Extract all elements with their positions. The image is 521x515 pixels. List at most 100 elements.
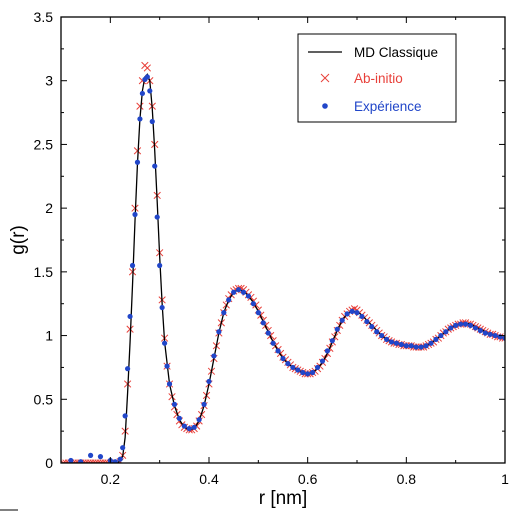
y-tick-label: 1.5 xyxy=(34,264,54,280)
experience-point xyxy=(453,322,459,328)
experience-point xyxy=(117,456,123,462)
experience-point xyxy=(384,336,390,342)
x-tick-label: 0.2 xyxy=(101,471,121,487)
experience-point xyxy=(364,318,370,325)
experience-point xyxy=(418,344,424,350)
experience-point xyxy=(134,159,141,165)
experience-point xyxy=(393,340,400,346)
y-tick-label: 1 xyxy=(45,328,53,344)
experience-point xyxy=(122,413,128,419)
experience-point xyxy=(164,363,170,369)
experience-point xyxy=(97,454,104,460)
experience-point xyxy=(467,322,474,328)
experience-point xyxy=(472,325,478,331)
experience-point xyxy=(324,348,330,354)
ab-initio-point xyxy=(143,64,151,72)
tick-layer: 0 0.5 1 1.5 2 2.5 3 3.5 0.2 0.4 0.6 0.8 1 xyxy=(34,9,510,487)
experience-point xyxy=(487,331,493,337)
experience-point xyxy=(144,74,150,80)
legend-experience-label: Expérience xyxy=(354,99,422,114)
experience-point xyxy=(374,329,380,335)
experience-point xyxy=(154,214,160,220)
experience-point xyxy=(157,262,163,269)
legend-ab-initio-swatch xyxy=(320,73,330,83)
experience-point xyxy=(245,293,252,299)
experience-point xyxy=(196,417,202,423)
experience-point xyxy=(295,367,301,373)
x-tick-label: 1 xyxy=(501,471,509,487)
experience-point xyxy=(482,330,488,336)
experience-point xyxy=(132,211,138,218)
experience-point xyxy=(125,366,131,372)
experience-point xyxy=(211,353,217,359)
experience-point xyxy=(166,381,173,387)
y-tick-label: 3 xyxy=(45,73,53,89)
experience-point xyxy=(226,297,232,303)
experience-point xyxy=(275,348,281,354)
experience-point xyxy=(359,313,365,320)
experience-point xyxy=(260,320,266,326)
experience-point xyxy=(305,371,311,377)
experience-point xyxy=(112,459,118,463)
y-tick-label: 0.5 xyxy=(34,391,54,407)
experience-point xyxy=(398,341,404,348)
x-axis-title: r [nm] xyxy=(259,488,308,509)
experience-point xyxy=(191,424,197,430)
experience-point xyxy=(349,308,355,314)
experience-point xyxy=(314,364,321,371)
experience-point xyxy=(290,364,296,371)
experience-point xyxy=(379,332,385,339)
experience-point xyxy=(300,369,306,376)
experience-point xyxy=(149,118,155,125)
experience-point xyxy=(334,326,340,332)
experience-point xyxy=(433,336,439,342)
experience-point xyxy=(120,445,126,451)
series-layer xyxy=(61,61,505,463)
experience-point xyxy=(216,329,222,335)
experience-point xyxy=(413,344,419,350)
experience-point xyxy=(280,355,286,362)
experience-point xyxy=(88,452,94,458)
experience-point xyxy=(162,340,168,346)
experience-point xyxy=(354,310,360,316)
experience-point xyxy=(206,378,212,385)
experience-point xyxy=(408,343,414,349)
experience-point xyxy=(329,338,335,344)
experience-point xyxy=(462,321,469,327)
legend-experience-swatch xyxy=(322,103,328,109)
experience-point xyxy=(255,310,261,316)
experience-point xyxy=(240,289,247,295)
experience-point xyxy=(497,334,503,340)
experience-point xyxy=(152,163,158,169)
experience-point xyxy=(448,325,454,331)
experience-point xyxy=(369,324,375,330)
experience-point xyxy=(344,311,350,317)
experience-point xyxy=(78,459,84,463)
experience-point xyxy=(176,415,182,421)
experience-point xyxy=(265,330,271,336)
experience-point xyxy=(458,321,464,327)
experience-point xyxy=(285,361,291,367)
experience-point xyxy=(68,457,74,463)
experience-point xyxy=(477,327,483,334)
experience-point xyxy=(339,317,345,323)
legend: MD Classique Ab-initio Expérience xyxy=(297,33,457,123)
experience-point xyxy=(403,343,409,349)
x-tick-label: 0.6 xyxy=(298,471,318,487)
x-tick-label: 0.4 xyxy=(199,471,219,487)
experience-point xyxy=(201,401,207,407)
y-tick-label: 2.5 xyxy=(34,136,54,152)
experience-point xyxy=(443,329,449,335)
y-tick-label: 3.5 xyxy=(34,9,54,25)
experience-point xyxy=(127,313,133,320)
experience-point xyxy=(159,304,165,311)
experience-point xyxy=(310,369,316,376)
experience-point xyxy=(129,262,136,269)
experience-point xyxy=(250,301,256,307)
y-tick-label: 2 xyxy=(45,200,53,216)
experience-point xyxy=(423,343,429,349)
experience-point xyxy=(319,358,326,364)
experience-point xyxy=(388,339,395,345)
experience-point xyxy=(231,289,237,295)
